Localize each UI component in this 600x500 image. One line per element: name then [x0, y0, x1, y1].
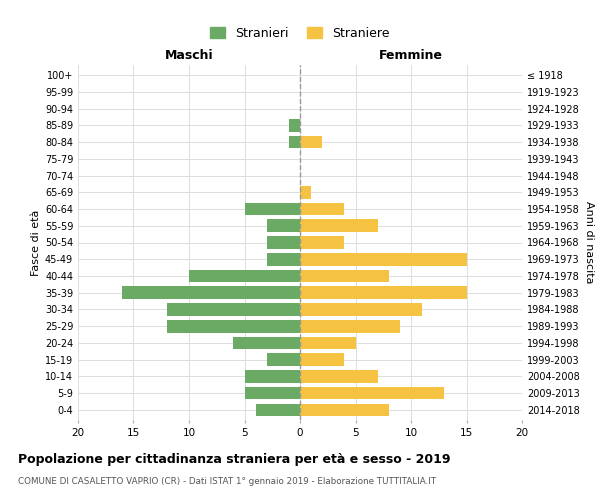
Text: Femmine: Femmine: [379, 50, 443, 62]
Bar: [245, 387, 300, 400]
Bar: [300, 354, 344, 366]
Bar: [300, 370, 378, 382]
Bar: [300, 220, 378, 232]
Bar: [300, 270, 389, 282]
Bar: [300, 404, 389, 416]
Bar: [300, 236, 344, 249]
Bar: [245, 370, 300, 382]
Bar: [245, 202, 300, 215]
Bar: [266, 354, 300, 366]
Bar: [300, 186, 311, 198]
Bar: [300, 336, 355, 349]
Legend: Stranieri, Straniere: Stranieri, Straniere: [205, 22, 395, 44]
Bar: [266, 253, 300, 266]
Bar: [300, 136, 322, 148]
Bar: [189, 270, 300, 282]
Bar: [300, 387, 444, 400]
Bar: [256, 404, 300, 416]
Bar: [300, 286, 467, 299]
Bar: [300, 202, 344, 215]
Bar: [266, 236, 300, 249]
Y-axis label: Anni di nascita: Anni di nascita: [584, 201, 594, 284]
Y-axis label: Fasce di età: Fasce di età: [31, 210, 41, 276]
Bar: [300, 320, 400, 332]
Bar: [300, 303, 422, 316]
Bar: [289, 136, 300, 148]
Text: Popolazione per cittadinanza straniera per età e sesso - 2019: Popolazione per cittadinanza straniera p…: [18, 452, 451, 466]
Bar: [122, 286, 300, 299]
Bar: [289, 119, 300, 132]
Text: Maschi: Maschi: [164, 50, 214, 62]
Text: COMUNE DI CASALETTO VAPRIO (CR) - Dati ISTAT 1° gennaio 2019 - Elaborazione TUTT: COMUNE DI CASALETTO VAPRIO (CR) - Dati I…: [18, 478, 436, 486]
Bar: [266, 220, 300, 232]
Bar: [300, 253, 467, 266]
Bar: [167, 303, 300, 316]
Bar: [233, 336, 300, 349]
Bar: [167, 320, 300, 332]
